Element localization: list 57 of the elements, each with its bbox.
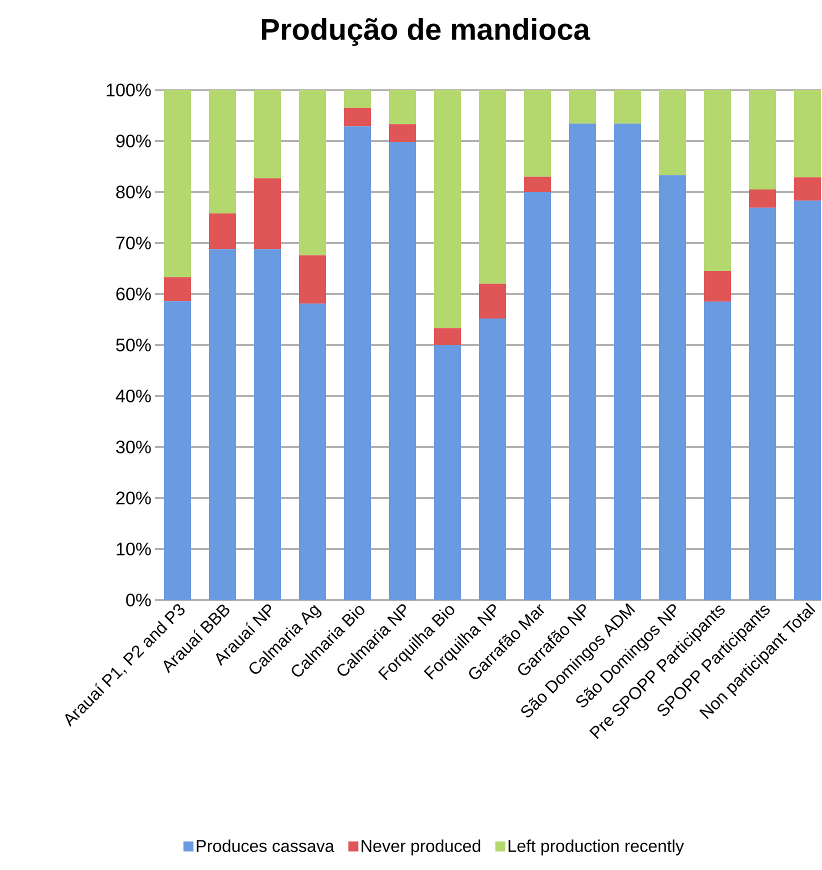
bar xyxy=(479,284,506,318)
y-tick-label: 50% xyxy=(116,338,152,352)
bar xyxy=(749,208,776,600)
bar xyxy=(299,90,326,256)
y-tick-label: 80% xyxy=(116,186,152,198)
chart-title: Produção de mandioca xyxy=(262,18,590,46)
bar xyxy=(164,301,192,600)
bar xyxy=(254,90,282,178)
bar xyxy=(614,90,642,124)
y-tick-label: 100% xyxy=(106,84,152,96)
bar xyxy=(794,200,822,600)
bar xyxy=(524,192,552,600)
bar xyxy=(164,90,192,278)
bar xyxy=(794,90,822,178)
bar xyxy=(659,90,686,176)
bar xyxy=(569,90,596,124)
bar xyxy=(794,177,822,201)
y-tick-label: 90% xyxy=(116,134,152,148)
bar xyxy=(344,126,372,600)
bar xyxy=(254,249,282,600)
bar xyxy=(254,178,282,250)
y-tick-label: 30% xyxy=(116,440,152,454)
bar xyxy=(524,90,552,177)
legend-label: Produces cassava xyxy=(197,840,335,852)
bar xyxy=(299,255,326,304)
bar xyxy=(389,124,416,142)
bar xyxy=(209,249,236,600)
legend-label: Never produced xyxy=(362,840,480,856)
y-tick-label: 10% xyxy=(117,542,152,556)
bar xyxy=(704,302,732,600)
y-tick-label: 70% xyxy=(116,236,152,250)
bar xyxy=(704,271,732,302)
bar xyxy=(299,304,326,600)
bar xyxy=(434,90,462,328)
bar xyxy=(434,328,462,345)
bar xyxy=(614,124,642,600)
bar xyxy=(749,189,776,208)
bar xyxy=(209,213,236,250)
bar xyxy=(344,108,372,126)
bar xyxy=(569,124,596,600)
bar xyxy=(434,344,462,600)
bar xyxy=(479,318,506,600)
bar xyxy=(389,142,416,600)
y-tick-label: 0% xyxy=(126,594,152,606)
y-tick-label: 40% xyxy=(116,390,152,402)
legend-label: Left production recently xyxy=(508,840,684,856)
bar xyxy=(389,90,416,124)
y-tick-label: 20% xyxy=(116,492,152,504)
bar xyxy=(209,90,236,214)
bar xyxy=(164,277,192,302)
bar xyxy=(344,90,372,108)
bar xyxy=(479,90,506,284)
bar xyxy=(659,175,686,600)
bar xyxy=(524,176,552,192)
y-tick-label: 60% xyxy=(116,288,152,300)
bar xyxy=(749,90,776,190)
bar xyxy=(704,90,732,272)
